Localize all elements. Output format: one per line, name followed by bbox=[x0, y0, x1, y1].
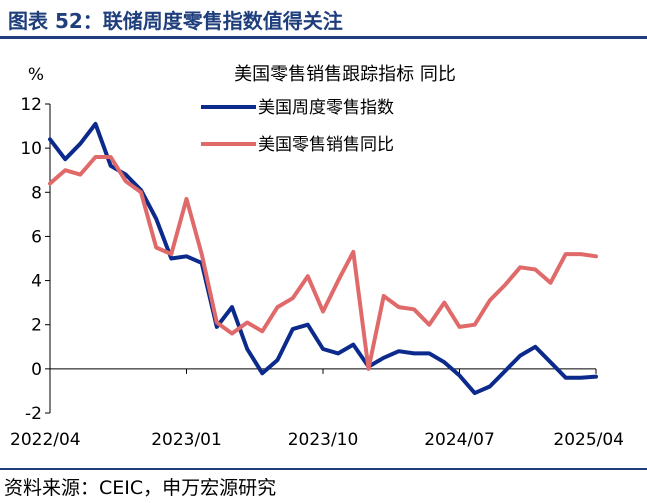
y-tick-label: 6 bbox=[31, 227, 42, 247]
y-tick-label: -2 bbox=[25, 404, 42, 424]
y-tick-label: 2 bbox=[31, 316, 42, 336]
series-lines bbox=[48, 121, 598, 396]
series-line-weekly-retail-index bbox=[48, 121, 598, 396]
y-tick-label: 4 bbox=[31, 272, 42, 292]
y-tick-label: 10 bbox=[20, 139, 42, 159]
y-tick-label: 8 bbox=[31, 183, 42, 203]
y-axis-unit: % bbox=[28, 65, 44, 85]
legend-label: 美国周度零售指数 bbox=[258, 98, 394, 118]
x-tick-label: 2023/10 bbox=[288, 430, 359, 450]
footer-divider bbox=[0, 468, 647, 470]
title-divider bbox=[0, 36, 647, 39]
source-note: 资料来源：CEIC，申万宏源研究 bbox=[4, 477, 277, 499]
y-tick-label: 12 bbox=[20, 95, 42, 115]
x-tick-label: 2022/04 bbox=[10, 430, 81, 450]
x-tick-label: 2024/07 bbox=[424, 430, 495, 450]
x-tick-label: 2025/04 bbox=[553, 430, 624, 450]
series-line-retail-sales-yoy bbox=[48, 155, 598, 371]
y-tick-label: 0 bbox=[31, 360, 42, 380]
legend-label: 美国零售销售同比 bbox=[258, 135, 394, 155]
figure-title: 图表 52：联储周度零售指数值得关注 bbox=[8, 9, 343, 33]
axes: -2 0 2 4 6 8 10 12 2022/04 2023/01 2023/10 2024/07 2… bbox=[10, 95, 624, 450]
chart-title: 美国零售销售跟踪指标 同比 bbox=[234, 64, 456, 85]
x-tick-label: 2023/01 bbox=[151, 430, 222, 450]
